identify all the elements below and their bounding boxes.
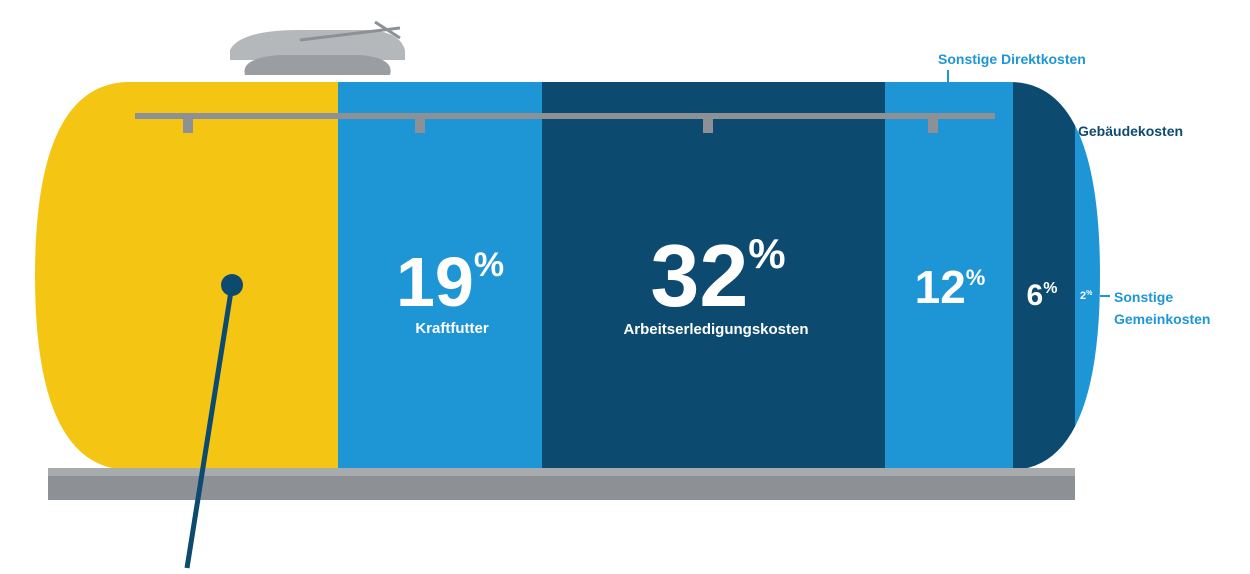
top-rail <box>135 113 995 133</box>
segment-yellow <box>35 82 338 470</box>
percent: 12% <box>915 261 986 313</box>
callout: Gebäudekosten <box>1078 123 1183 139</box>
segment <box>542 82 885 470</box>
percent-value: 2 <box>1080 290 1086 302</box>
percent-value: 12 <box>915 261 966 313</box>
segment <box>338 82 542 470</box>
percent: 6% <box>1027 279 1058 312</box>
callout: Sonstige <box>1114 289 1173 305</box>
percent-unit: % <box>966 265 986 290</box>
callout-percent: 2% <box>1080 290 1093 302</box>
segment-label: Kraftfutter <box>415 320 488 337</box>
pointer <box>184 284 235 569</box>
percent: 19% <box>396 243 504 321</box>
base-rail-top <box>48 468 1075 476</box>
percent-value: 32 <box>650 226 748 325</box>
tank <box>35 82 1100 470</box>
percent-value: 19 <box>396 243 474 321</box>
pointer-dot <box>221 274 243 296</box>
segment <box>885 82 1013 470</box>
callout: Gemeinkosten <box>1114 311 1210 327</box>
callout: Sonstige Direktkosten <box>938 51 1086 67</box>
percent-unit: % <box>474 246 504 284</box>
segment-label: Arbeitserledigungskosten <box>623 321 808 338</box>
hatch <box>230 20 405 75</box>
percent-unit: % <box>748 230 785 277</box>
percent: 32% <box>650 226 785 325</box>
percent-value: 6 <box>1027 279 1044 312</box>
segment <box>1013 82 1075 470</box>
percent-unit: % <box>1043 280 1057 297</box>
percent-unit: % <box>1086 290 1093 297</box>
